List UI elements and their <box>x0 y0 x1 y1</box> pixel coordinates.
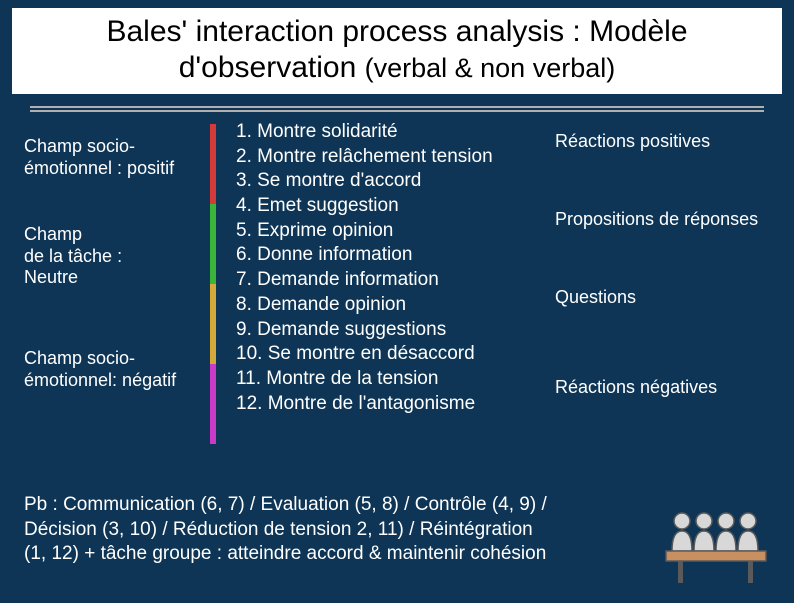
category-bar <box>210 284 216 364</box>
left-label: Champ de la tâche : Neutre <box>24 224 122 289</box>
people-table-icon <box>664 507 774 587</box>
left-label: Champ socio-émotionnel : positif <box>24 136 204 179</box>
list-item: 3. Se montre d'accord <box>236 169 556 194</box>
category-label: Questions <box>555 286 636 309</box>
category-bar <box>210 364 216 444</box>
title-text: Bales' interaction process analysis : Mo… <box>22 14 772 86</box>
footer-text: Pb : Communication (6, 7) / Evaluation (… <box>24 493 664 567</box>
footer-line: Pb : Communication (6, 7) / Evaluation (… <box>24 493 664 518</box>
title-line2b: (verbal & non verbal) <box>365 53 616 83</box>
list-item: 12. Montre de l'antagonisme <box>236 392 556 417</box>
list-item: 4. Emet suggestion <box>236 194 556 219</box>
footer-line: Décision (3, 10) / Réduction de tension … <box>24 518 664 543</box>
left-label: Champ socio-émotionnel: négatif <box>24 348 204 391</box>
list-item: 1. Montre solidarité <box>236 120 556 145</box>
list-item: 5. Exprime opinion <box>236 219 556 244</box>
title-box: Bales' interaction process analysis : Mo… <box>12 8 782 94</box>
title-line2a: d'observation <box>179 51 365 84</box>
main-area: Champ socio-émotionnel : positif Champ de… <box>0 112 794 472</box>
footer-line: (1, 12) + tâche groupe : atteindre accor… <box>24 542 664 567</box>
title-line1: Bales' interaction process analysis : Mo… <box>106 15 687 48</box>
category-label: Réactions négatives <box>555 376 717 399</box>
items-list: 1. Montre solidarité2. Montre relâchemen… <box>236 120 556 416</box>
list-item: 2. Montre relâchement tension <box>236 145 556 170</box>
category-bar <box>210 124 216 204</box>
list-item: 10. Se montre en désaccord <box>236 342 556 367</box>
category-bar <box>210 204 216 284</box>
category-label: Propositions de réponses <box>555 208 758 231</box>
list-item: 6. Donne information <box>236 243 556 268</box>
list-item: 7. Demande information <box>236 268 556 293</box>
list-item: 11. Montre de la tension <box>236 367 556 392</box>
list-item: 8. Demande opinion <box>236 293 556 318</box>
category-label: Réactions positives <box>555 130 710 153</box>
list-item: 9. Demande suggestions <box>236 318 556 343</box>
